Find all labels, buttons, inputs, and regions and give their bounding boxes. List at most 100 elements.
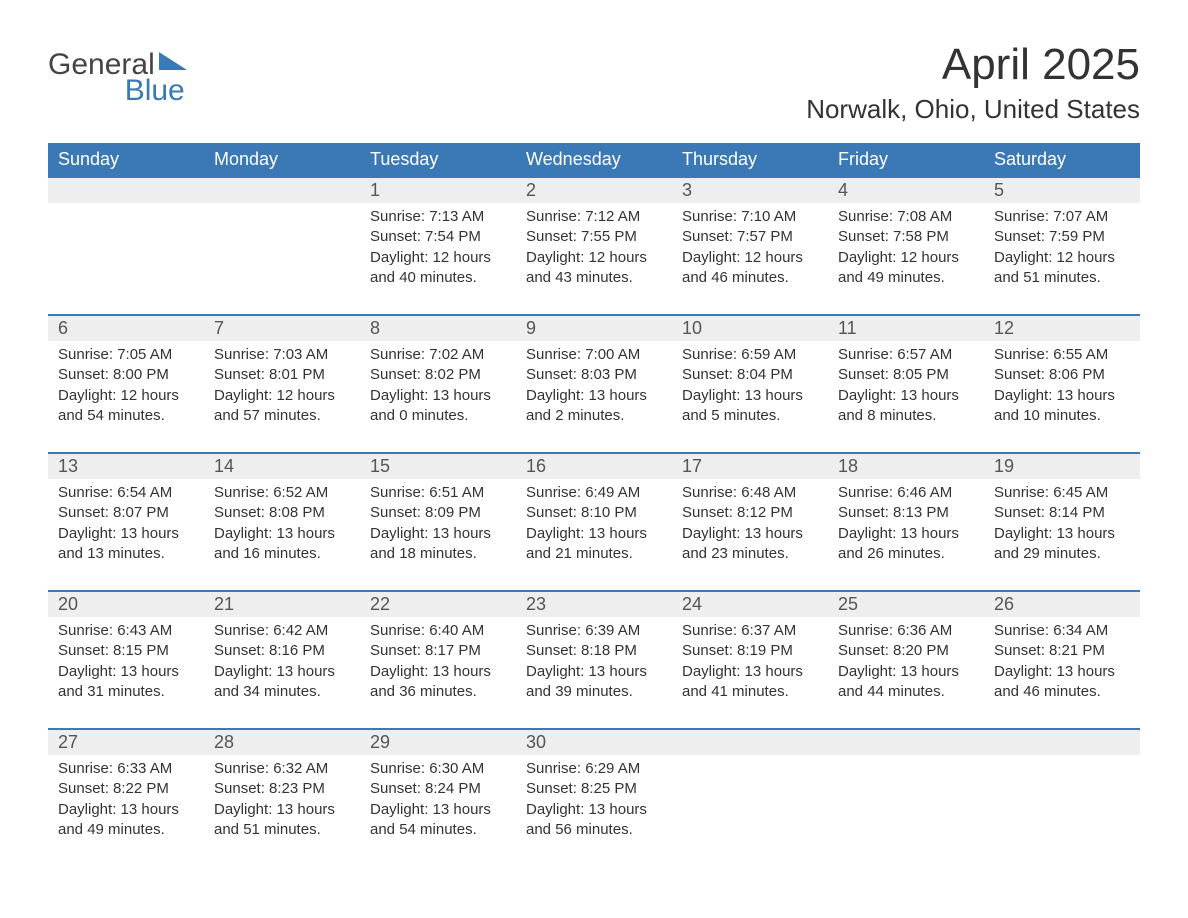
- calendar-cell: [672, 728, 828, 866]
- day-number: [48, 176, 204, 203]
- day-number: 17: [672, 452, 828, 479]
- weekday-header: Friday: [828, 143, 984, 176]
- daylight-line: Daylight: 13 hours and 36 minutes.: [370, 662, 506, 703]
- day-number: 29: [360, 728, 516, 755]
- sunset-line: Sunset: 8:18 PM: [526, 641, 662, 661]
- daylight-line: Daylight: 13 hours and 13 minutes.: [58, 524, 194, 565]
- calendar-cell: 1Sunrise: 7:13 AMSunset: 7:54 PMDaylight…: [360, 176, 516, 314]
- month-title: April 2025: [806, 40, 1140, 90]
- calendar-cell: 25Sunrise: 6:36 AMSunset: 8:20 PMDayligh…: [828, 590, 984, 728]
- day-number: 16: [516, 452, 672, 479]
- day-body: [48, 203, 204, 215]
- sunset-line: Sunset: 8:20 PM: [838, 641, 974, 661]
- day-body: Sunrise: 7:12 AMSunset: 7:55 PMDaylight:…: [516, 203, 672, 296]
- day-body: [984, 755, 1140, 767]
- calendar-cell: 17 Sunrise: 6:48 AMSunset: 8:12 PMDayligh…: [672, 452, 828, 590]
- sunset-line: Sunset: 7:57 PM: [682, 227, 818, 247]
- daylight-line: Daylight: 12 hours and 43 minutes.: [526, 248, 662, 289]
- day-body: Sunrise: 6:33 AMSunset: 8:22 PMDaylight:…: [48, 755, 204, 848]
- sunset-line: Sunset: 8:06 PM: [994, 365, 1130, 385]
- sunset-line: Sunset: 8:01 PM: [214, 365, 350, 385]
- sunrise-line: Sunrise: 6:52 AM: [214, 483, 350, 503]
- calendar-cell: [204, 176, 360, 314]
- calendar-cell: 26Sunrise: 6:34 AMSunset: 8:21 PMDayligh…: [984, 590, 1140, 728]
- daylight-line: Daylight: 13 hours and 31 minutes.: [58, 662, 194, 703]
- sunrise-line: Sunrise: 7:08 AM: [838, 207, 974, 227]
- daylight-line: Daylight: 12 hours and 51 minutes.: [994, 248, 1130, 289]
- day-body: Sunrise: 7:02 AMSunset: 8:02 PMDaylight:…: [360, 341, 516, 434]
- calendar-cell: 23Sunrise: 6:39 AMSunset: 8:18 PMDayligh…: [516, 590, 672, 728]
- day-number: 18: [828, 452, 984, 479]
- sunrise-line: Sunrise: 6:29 AM: [526, 759, 662, 779]
- sunset-line: Sunset: 8:03 PM: [526, 365, 662, 385]
- calendar-cell: 19Sunrise: 6:45 AMSunset: 8:14 PMDayligh…: [984, 452, 1140, 590]
- day-number: 24: [672, 590, 828, 617]
- sunset-line: Sunset: 8:21 PM: [994, 641, 1130, 661]
- day-number: 19: [984, 452, 1140, 479]
- day-body: Sunrise: 6:29 AMSunset: 8:25 PMDaylight:…: [516, 755, 672, 848]
- weekday-header: Wednesday: [516, 143, 672, 176]
- calendar-cell: 10Sunrise: 6:59 AMSunset: 8:04 PMDayligh…: [672, 314, 828, 452]
- logo: General Blue: [48, 40, 187, 106]
- location-subtitle: Norwalk, Ohio, United States: [806, 94, 1140, 125]
- calendar-cell: 2Sunrise: 7:12 AMSunset: 7:55 PMDaylight…: [516, 176, 672, 314]
- calendar-week-row: 27Sunrise: 6:33 AMSunset: 8:22 PMDayligh…: [48, 728, 1140, 866]
- weekday-header: Saturday: [984, 143, 1140, 176]
- sunrise-line: Sunrise: 6:46 AM: [838, 483, 974, 503]
- daylight-line: Daylight: 13 hours and 39 minutes.: [526, 662, 662, 703]
- calendar-cell: [984, 728, 1140, 866]
- day-body: Sunrise: 6:43 AMSunset: 8:15 PMDaylight:…: [48, 617, 204, 710]
- calendar-cell: 5Sunrise: 7:07 AMSunset: 7:59 PMDaylight…: [984, 176, 1140, 314]
- daylight-line: Daylight: 12 hours and 40 minutes.: [370, 248, 506, 289]
- calendar-cell: 18Sunrise: 6:46 AMSunset: 8:13 PMDayligh…: [828, 452, 984, 590]
- daylight-line: Daylight: 13 hours and 8 minutes.: [838, 386, 974, 427]
- day-number: 23: [516, 590, 672, 617]
- sunrise-line: Sunrise: 7:07 AM: [994, 207, 1130, 227]
- calendar-cell: 14Sunrise: 6:52 AMSunset: 8:08 PMDayligh…: [204, 452, 360, 590]
- day-number: 5: [984, 176, 1140, 203]
- sunset-line: Sunset: 8:15 PM: [58, 641, 194, 661]
- day-body: Sunrise: 6:36 AMSunset: 8:20 PMDaylight:…: [828, 617, 984, 710]
- day-number: 2: [516, 176, 672, 203]
- day-number: 26: [984, 590, 1140, 617]
- day-body: Sunrise: 6:30 AMSunset: 8:24 PMDaylight:…: [360, 755, 516, 848]
- day-body: [204, 203, 360, 215]
- sunrise-line: Sunrise: 6:59 AM: [682, 345, 818, 365]
- day-body: Sunrise: 6:57 AMSunset: 8:05 PMDaylight:…: [828, 341, 984, 434]
- daylight-line: Daylight: 13 hours and 41 minutes.: [682, 662, 818, 703]
- sunrise-line: Sunrise: 6:30 AM: [370, 759, 506, 779]
- calendar-cell: 20Sunrise: 6:43 AMSunset: 8:15 PMDayligh…: [48, 590, 204, 728]
- sunrise-line: Sunrise: 7:02 AM: [370, 345, 506, 365]
- day-body: Sunrise: 7:08 AMSunset: 7:58 PMDaylight:…: [828, 203, 984, 296]
- sunrise-line: Sunrise: 6:42 AM: [214, 621, 350, 641]
- calendar-cell: 8Sunrise: 7:02 AMSunset: 8:02 PMDaylight…: [360, 314, 516, 452]
- day-body: Sunrise: 6:46 AMSunset: 8:13 PMDaylight:…: [828, 479, 984, 572]
- calendar-cell: 22Sunrise: 6:40 AMSunset: 8:17 PMDayligh…: [360, 590, 516, 728]
- calendar-cell: 15Sunrise: 6:51 AMSunset: 8:09 PMDayligh…: [360, 452, 516, 590]
- calendar-cell: 11Sunrise: 6:57 AMSunset: 8:05 PMDayligh…: [828, 314, 984, 452]
- daylight-line: Daylight: 13 hours and 46 minutes.: [994, 662, 1130, 703]
- day-number: 14: [204, 452, 360, 479]
- sunset-line: Sunset: 8:05 PM: [838, 365, 974, 385]
- day-body: Sunrise: 6:59 AMSunset: 8:04 PMDaylight:…: [672, 341, 828, 434]
- sunset-line: Sunset: 8:12 PM: [682, 503, 818, 523]
- day-body: Sunrise: 6:54 AMSunset: 8:07 PMDaylight:…: [48, 479, 204, 572]
- day-body: Sunrise: 6:37 AMSunset: 8:19 PMDaylight:…: [672, 617, 828, 710]
- day-number: 20: [48, 590, 204, 617]
- sunrise-line: Sunrise: 6:48 AM: [682, 483, 818, 503]
- daylight-line: Daylight: 12 hours and 49 minutes.: [838, 248, 974, 289]
- daylight-line: Daylight: 12 hours and 46 minutes.: [682, 248, 818, 289]
- sunset-line: Sunset: 8:02 PM: [370, 365, 506, 385]
- calendar-week-row: 6Sunrise: 7:05 AMSunset: 8:00 PMDaylight…: [48, 314, 1140, 452]
- calendar-cell: 3Sunrise: 7:10 AMSunset: 7:57 PMDaylight…: [672, 176, 828, 314]
- day-number: [828, 728, 984, 755]
- daylight-line: Daylight: 13 hours and 23 minutes.: [682, 524, 818, 565]
- day-number: 9: [516, 314, 672, 341]
- sunrise-line: Sunrise: 6:51 AM: [370, 483, 506, 503]
- day-body: Sunrise: 6:40 AMSunset: 8:17 PMDaylight:…: [360, 617, 516, 710]
- day-number: 30: [516, 728, 672, 755]
- sunrise-line: Sunrise: 7:13 AM: [370, 207, 506, 227]
- daylight-line: Daylight: 13 hours and 26 minutes.: [838, 524, 974, 565]
- day-number: 12: [984, 314, 1140, 341]
- day-number: 6: [48, 314, 204, 341]
